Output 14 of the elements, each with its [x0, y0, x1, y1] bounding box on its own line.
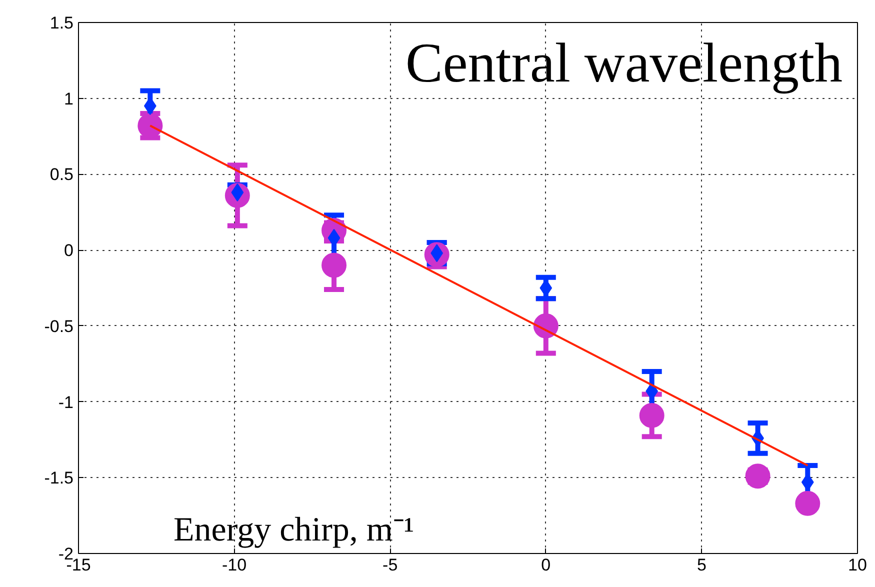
y-tick-label: -0.5 — [44, 316, 74, 336]
y-tick-label: 0.5 — [50, 165, 74, 184]
y-tick-label: 1 — [64, 89, 74, 108]
x-tick-label: 10 — [848, 556, 867, 574]
chart-title: Central wavelength — [406, 32, 842, 94]
x-tick-label: -10 — [222, 556, 247, 574]
x-axis-title: Energy chirp, m⁻¹ — [174, 512, 414, 548]
x-tick-label: 5 — [696, 556, 706, 574]
x-tick-label: 0 — [541, 556, 551, 574]
x-tick-label: -5 — [382, 556, 398, 574]
y-tick-label: 1.5 — [50, 14, 74, 32]
y-tick-label: -1 — [58, 392, 74, 412]
y-tick-label: 0 — [64, 241, 74, 260]
y-tick-label: -1.5 — [44, 468, 74, 488]
